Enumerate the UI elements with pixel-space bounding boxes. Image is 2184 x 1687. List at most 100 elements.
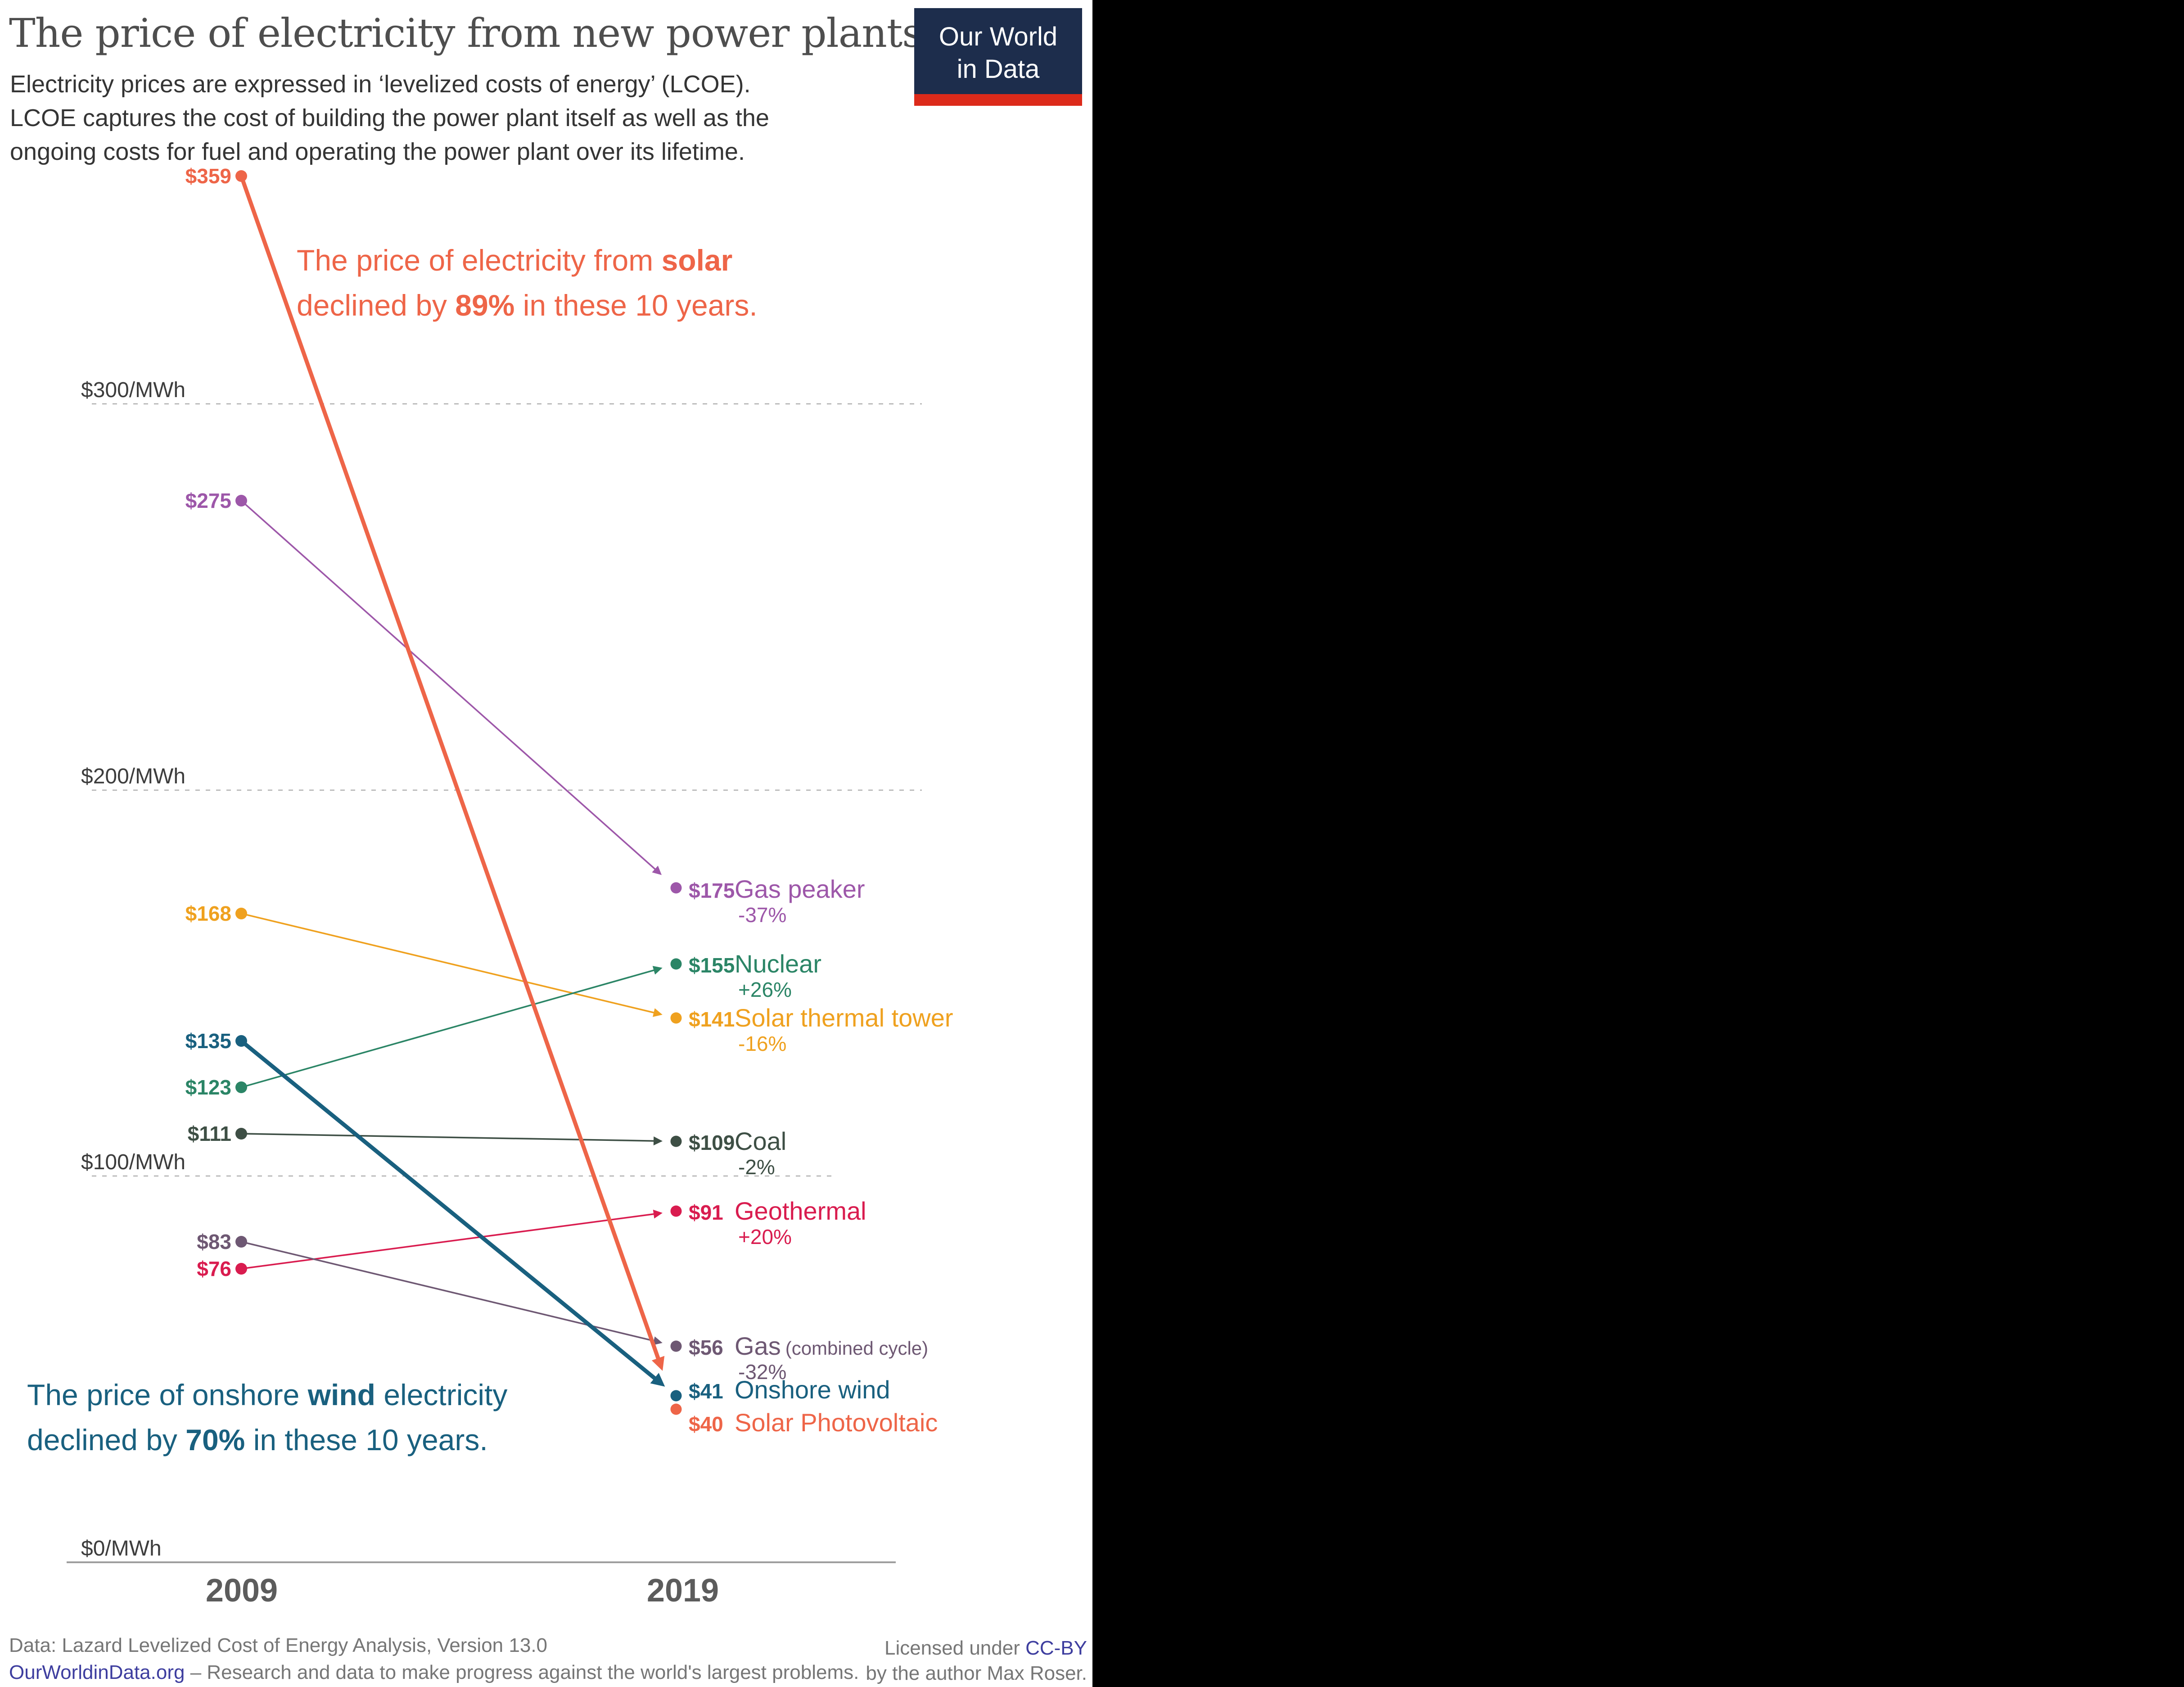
nuclear-value-2019: $155 bbox=[689, 954, 735, 977]
nuclear-line bbox=[241, 966, 663, 1088]
annotation-segment: solar bbox=[661, 244, 733, 277]
geothermal-series-name: Geothermal bbox=[735, 1197, 866, 1225]
subtitle-line-2: LCOE captures the cost of building the p… bbox=[10, 104, 769, 131]
solar_thermal-value-2019: $141 bbox=[689, 1008, 735, 1031]
y-axis-label: $200/MWh bbox=[81, 764, 186, 788]
coal-line bbox=[241, 1133, 663, 1146]
y-axis-label: $100/MWh bbox=[81, 1150, 186, 1174]
license-prefix: Licensed under bbox=[884, 1637, 1026, 1659]
annotation-segment: wind bbox=[307, 1378, 375, 1411]
onshore_wind-line bbox=[240, 1039, 665, 1387]
gas_peaker-pct-change: -37% bbox=[738, 903, 787, 927]
gas_peaker-label-row: $175 Gas peaker bbox=[689, 874, 865, 904]
coal-dot-2019 bbox=[670, 1135, 682, 1147]
right-series-labels: $175 Gas peaker -37% $141 Solar thermal towe… bbox=[689, 0, 1092, 1687]
gas_peaker-dot-2019 bbox=[670, 882, 682, 894]
annotation-segment: declined by bbox=[297, 289, 456, 322]
y-axis-label: $300/MWh bbox=[81, 378, 186, 402]
gas_peaker-series-name: Gas peaker bbox=[735, 875, 865, 903]
onshore_wind-value-2009: $135 bbox=[185, 1029, 231, 1053]
nuclear-value-2009: $123 bbox=[185, 1076, 231, 1099]
gas_combined_cycle-series-name: Gas bbox=[735, 1332, 781, 1360]
coal-label-row: $109 Coal bbox=[689, 1126, 786, 1156]
x-tick-2009: 2009 bbox=[205, 1573, 278, 1609]
annotation-segment: in these 10 years. bbox=[245, 1423, 488, 1456]
onshore_wind-value-2019: $41 bbox=[689, 1379, 723, 1403]
subtitle-line-1: Electricity prices are expressed in ‘lev… bbox=[10, 71, 751, 98]
annotation-segment: in these 10 years. bbox=[514, 289, 758, 322]
gas_peaker-value-2019: $175 bbox=[689, 879, 735, 902]
coal-dot-2009 bbox=[235, 1128, 247, 1140]
solar_thermal-label-row: $141 Solar thermal tower bbox=[689, 1003, 953, 1032]
gas_combined_cycle-value-2009: $83 bbox=[197, 1230, 231, 1253]
coal-series-name: Coal bbox=[735, 1127, 787, 1155]
geothermal-pct-change: +20% bbox=[738, 1225, 792, 1248]
wind-annotation: The price of onshore wind electricity dec… bbox=[27, 1372, 507, 1462]
owid-logo: Our World in Data bbox=[914, 8, 1082, 106]
geothermal-dot-2009 bbox=[235, 1263, 247, 1275]
owid-logo-line-1: Our World bbox=[939, 22, 1058, 51]
geothermal-value-2019: $91 bbox=[689, 1201, 723, 1224]
y-axis-label: $0/MWh bbox=[81, 1537, 162, 1560]
gas_peaker-value-2009: $275 bbox=[185, 489, 231, 512]
data-source-note: Data: Lazard Levelized Cost of Energy An… bbox=[9, 1634, 548, 1656]
gas_combined_cycle-pct-change: -32% bbox=[738, 1360, 787, 1384]
onshore_wind-label-row: $41 Onshore wind bbox=[689, 1375, 890, 1404]
annotation-segment: electricity bbox=[375, 1378, 508, 1411]
solar_pv-line bbox=[239, 175, 665, 1371]
solar_pv-value-2019: $40 bbox=[689, 1412, 723, 1436]
annotation-segment: declined by bbox=[27, 1423, 186, 1456]
annotation-segment: 70% bbox=[185, 1423, 245, 1456]
coal-pct-change: -2% bbox=[738, 1155, 775, 1179]
solar_pv-dot-2019 bbox=[670, 1403, 682, 1415]
onshore_wind-dot-2009 bbox=[235, 1035, 247, 1047]
nuclear-series-name: Nuclear bbox=[735, 950, 821, 978]
nuclear-pct-change: +26% bbox=[738, 978, 792, 1001]
author-line: by the author Max Roser. bbox=[866, 1662, 1087, 1684]
footer-tagline-text: – Research and data to make progress aga… bbox=[185, 1661, 859, 1683]
solar_thermal-line bbox=[241, 913, 663, 1017]
nuclear-label-row: $155 Nuclear bbox=[689, 949, 821, 978]
gas_combined_cycle-value-2019: $56 bbox=[689, 1336, 723, 1359]
solar_thermal-series-name: Solar thermal tower bbox=[735, 1004, 953, 1032]
onshore_wind-series-name: Onshore wind bbox=[735, 1375, 890, 1404]
nuclear-dot-2009 bbox=[235, 1081, 247, 1093]
left-value-labels: $275 $168 $123 $111 $76 $83 $135 $359 bbox=[0, 0, 231, 1687]
coal-value-2009: $111 bbox=[187, 1122, 231, 1145]
owid-site-link[interactable]: OurWorldinData.org bbox=[9, 1661, 185, 1683]
owid-logo-line-2: in Data bbox=[957, 54, 1040, 84]
chart-subtitle: Electricity prices are expressed in ‘lev… bbox=[10, 68, 769, 169]
solar_thermal-value-2009: $168 bbox=[185, 902, 231, 925]
gas_peaker-dot-2009 bbox=[235, 495, 247, 507]
gas_combined_cycle-line bbox=[241, 1241, 663, 1345]
onshore_wind-dot-2019 bbox=[670, 1390, 682, 1402]
license-line: Licensed under CC-BY bbox=[884, 1637, 1087, 1660]
geothermal-value-2009: $76 bbox=[197, 1257, 231, 1280]
solar_thermal-pct-change: -16% bbox=[738, 1032, 787, 1055]
gas_peaker-line bbox=[240, 500, 662, 875]
solar-annotation: The price of electricity from solar decli… bbox=[297, 238, 758, 328]
gas_combined_cycle-dot-2009 bbox=[235, 1236, 247, 1248]
solar_thermal-dot-2009 bbox=[235, 908, 247, 919]
annotation-segment: The price of electricity from bbox=[297, 244, 662, 277]
license-link[interactable]: CC-BY bbox=[1025, 1637, 1087, 1659]
subtitle-line-3: ongoing costs for fuel and operating the… bbox=[10, 138, 745, 165]
gas_combined_cycle-label-row: $56 Gas (combined cycle) bbox=[689, 1331, 928, 1361]
annotation-segment: 89% bbox=[455, 289, 515, 322]
solar_pv-value-2009: $359 bbox=[185, 164, 231, 188]
page-title: The price of electricity from new power … bbox=[9, 10, 922, 56]
geothermal-dot-2019 bbox=[670, 1205, 682, 1217]
nuclear-dot-2019 bbox=[670, 958, 682, 970]
owid-logo-red-bar bbox=[914, 94, 1082, 106]
annotation-segment: The price of onshore bbox=[27, 1378, 308, 1411]
footer-tagline: OurWorldinData.org – Research and data t… bbox=[9, 1661, 859, 1684]
coal-value-2019: $109 bbox=[689, 1131, 735, 1154]
geothermal-line bbox=[241, 1209, 663, 1270]
solar_pv-series-name: Solar Photovoltaic bbox=[735, 1408, 938, 1437]
gas_combined_cycle-dot-2019 bbox=[670, 1340, 682, 1352]
x-tick-2019: 2019 bbox=[646, 1573, 719, 1609]
geothermal-label-row: $91 Geothermal bbox=[689, 1196, 866, 1226]
chart-figure: The price of electricity from new power … bbox=[0, 0, 1092, 1687]
solar_pv-label-row: $40 Solar Photovoltaic bbox=[689, 1408, 938, 1437]
